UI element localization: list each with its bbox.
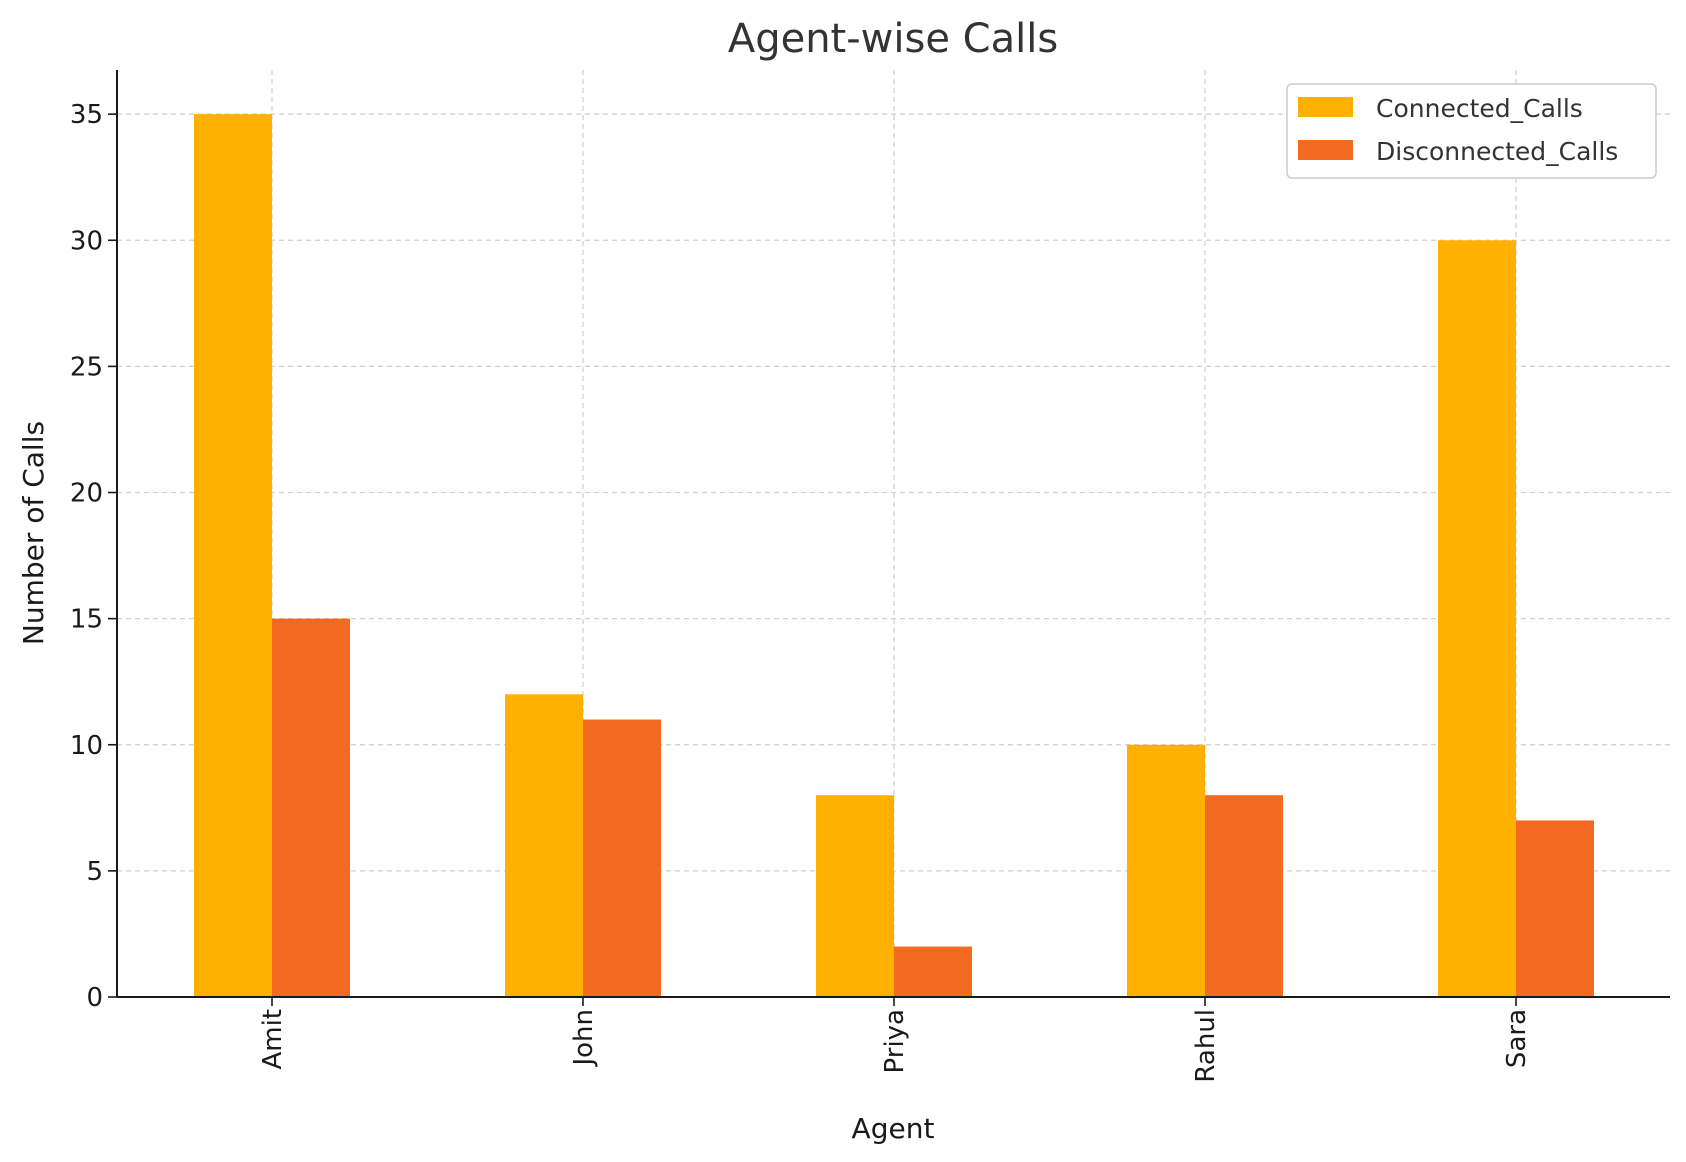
bar-connected-priya — [816, 795, 894, 997]
x-ticks: Amit John Priya Rahul Sara — [258, 997, 1532, 1083]
x-tick-label: Amit — [258, 1009, 288, 1070]
x-tick-label: John — [569, 1009, 599, 1068]
y-tick-label: 10 — [70, 731, 103, 761]
x-axis-title: Agent — [852, 1112, 935, 1145]
y-axis-title: Number of Calls — [17, 421, 50, 645]
bar-connected-amit — [194, 114, 272, 997]
bar-disconnected-sara — [1516, 820, 1594, 997]
y-tick-label: 25 — [70, 352, 103, 382]
legend-swatch-disconnected — [1298, 140, 1353, 160]
y-tick-label: 0 — [86, 983, 103, 1013]
bars — [194, 114, 1594, 997]
legend-label-connected: Connected_Calls — [1376, 94, 1583, 123]
bar-connected-john — [505, 694, 583, 997]
bar-disconnected-priya — [894, 946, 972, 997]
bar-disconnected-john — [583, 719, 661, 997]
bar-disconnected-rahul — [1205, 795, 1283, 997]
x-tick-label: Rahul — [1191, 1009, 1221, 1083]
x-tick-label: Priya — [880, 1009, 910, 1073]
y-tick-label: 5 — [86, 857, 103, 887]
bar-disconnected-amit — [272, 618, 350, 997]
y-ticks: 0 5 10 15 20 25 30 35 — [70, 100, 117, 1013]
legend: Connected_Calls Disconnected_Calls — [1286, 83, 1657, 179]
y-tick-label: 35 — [70, 100, 103, 130]
legend-swatch-connected — [1298, 97, 1353, 117]
legend-box — [1286, 83, 1657, 179]
y-tick-label: 20 — [70, 479, 103, 509]
legend-label-disconnected: Disconnected_Calls — [1376, 137, 1618, 166]
chart-title: Agent-wise Calls — [728, 16, 1058, 62]
y-tick-label: 15 — [70, 605, 103, 635]
bar-connected-sara — [1438, 240, 1516, 997]
bar-connected-rahul — [1127, 744, 1205, 997]
y-tick-label: 30 — [70, 226, 103, 256]
x-tick-label: Sara — [1502, 1009, 1532, 1068]
